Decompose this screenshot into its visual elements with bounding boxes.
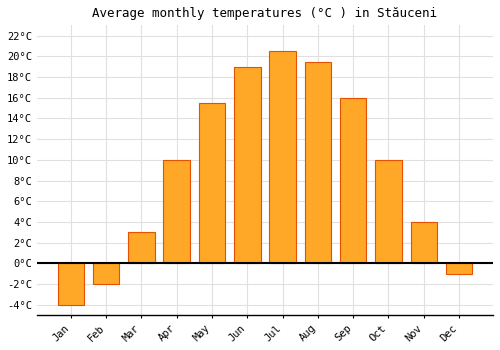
Bar — [375, 160, 402, 263]
Bar — [93, 263, 120, 284]
Bar — [128, 232, 154, 263]
Bar — [58, 263, 84, 305]
Bar — [410, 222, 437, 263]
Bar — [164, 160, 190, 263]
Bar — [304, 62, 331, 263]
Title: Average monthly temperatures (°C ) in Stăuceni: Average monthly temperatures (°C ) in St… — [92, 7, 438, 20]
Bar — [234, 67, 260, 263]
Bar — [446, 263, 472, 274]
Bar — [340, 98, 366, 263]
Bar — [198, 103, 225, 263]
Bar — [270, 51, 296, 263]
